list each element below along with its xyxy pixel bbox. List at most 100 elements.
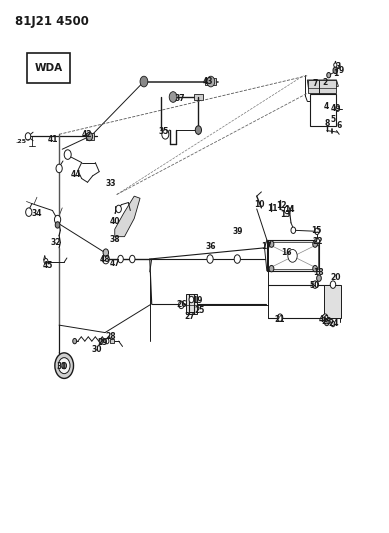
- Text: 12: 12: [277, 201, 287, 210]
- Text: 43: 43: [203, 77, 213, 86]
- Bar: [308, 80, 336, 93]
- Text: 14: 14: [284, 205, 294, 214]
- Circle shape: [288, 249, 297, 262]
- Circle shape: [327, 72, 331, 78]
- Circle shape: [26, 208, 32, 216]
- Text: 39: 39: [233, 227, 243, 236]
- Circle shape: [269, 241, 274, 247]
- Text: 23: 23: [322, 318, 332, 326]
- Circle shape: [334, 63, 337, 67]
- Text: 30: 30: [91, 345, 102, 354]
- Circle shape: [291, 227, 296, 233]
- Text: 2: 2: [322, 78, 328, 86]
- Circle shape: [140, 76, 148, 87]
- Bar: [310, 94, 336, 126]
- Text: 29: 29: [98, 338, 108, 346]
- Text: 15: 15: [312, 226, 322, 235]
- Circle shape: [44, 259, 48, 264]
- Circle shape: [269, 265, 274, 272]
- Circle shape: [317, 275, 321, 281]
- Circle shape: [207, 255, 213, 263]
- Text: 31: 31: [56, 362, 67, 370]
- Circle shape: [99, 338, 103, 344]
- Polygon shape: [307, 80, 338, 88]
- Text: 42: 42: [82, 130, 92, 139]
- Circle shape: [103, 249, 109, 256]
- Circle shape: [25, 133, 31, 140]
- Circle shape: [313, 265, 317, 272]
- Polygon shape: [115, 196, 140, 237]
- Circle shape: [333, 67, 338, 74]
- Circle shape: [324, 319, 329, 326]
- Bar: [267, 240, 319, 271]
- Circle shape: [58, 358, 70, 374]
- Bar: [27, 53, 70, 83]
- Text: 34: 34: [32, 209, 42, 217]
- Text: 16: 16: [281, 248, 291, 256]
- Text: 27: 27: [184, 312, 195, 320]
- Circle shape: [312, 281, 318, 288]
- Text: 38: 38: [110, 236, 121, 244]
- Bar: [186, 294, 197, 314]
- Text: 48: 48: [100, 255, 110, 263]
- Text: 28: 28: [105, 333, 116, 341]
- Bar: [194, 94, 203, 100]
- Text: 45: 45: [43, 261, 53, 270]
- Bar: [311, 95, 334, 112]
- Text: 6: 6: [336, 122, 342, 130]
- Circle shape: [64, 150, 71, 159]
- Text: 25: 25: [194, 306, 204, 314]
- Text: 17: 17: [261, 242, 272, 251]
- Circle shape: [330, 281, 336, 288]
- Text: 40: 40: [110, 217, 120, 226]
- Text: 33: 33: [106, 179, 116, 188]
- Circle shape: [62, 362, 67, 369]
- Text: 22: 22: [312, 238, 322, 246]
- Circle shape: [118, 255, 123, 263]
- Circle shape: [315, 228, 319, 235]
- Circle shape: [195, 126, 202, 134]
- Text: 13: 13: [280, 211, 291, 219]
- Circle shape: [73, 338, 77, 344]
- Circle shape: [336, 106, 340, 111]
- Text: 11: 11: [267, 205, 277, 213]
- Circle shape: [313, 241, 317, 247]
- Circle shape: [105, 338, 109, 344]
- Bar: [86, 133, 94, 140]
- Circle shape: [56, 164, 62, 173]
- Text: 37: 37: [174, 94, 185, 103]
- Text: 19: 19: [193, 296, 203, 305]
- Text: 46: 46: [319, 316, 329, 324]
- Circle shape: [189, 296, 194, 303]
- Circle shape: [331, 321, 335, 327]
- Text: 44: 44: [70, 171, 81, 179]
- Circle shape: [322, 314, 328, 321]
- Text: 21: 21: [274, 316, 284, 324]
- Text: 8: 8: [324, 119, 329, 128]
- Circle shape: [55, 222, 60, 228]
- Text: 1: 1: [333, 69, 338, 78]
- Text: 35: 35: [159, 127, 169, 135]
- Text: .25": .25": [15, 139, 30, 144]
- Text: 10: 10: [255, 200, 265, 208]
- Text: 5: 5: [330, 116, 336, 124]
- Text: 50: 50: [309, 281, 319, 290]
- Text: 32: 32: [51, 238, 61, 247]
- Bar: [311, 110, 335, 120]
- Text: 4: 4: [324, 102, 329, 111]
- Text: 9: 9: [339, 66, 344, 75]
- Text: 41: 41: [48, 135, 58, 144]
- Text: 20: 20: [331, 273, 341, 282]
- Text: 18: 18: [313, 269, 324, 277]
- Circle shape: [207, 76, 215, 87]
- Bar: [268, 242, 318, 269]
- Circle shape: [179, 301, 184, 309]
- Text: 49: 49: [331, 104, 341, 113]
- Circle shape: [284, 206, 290, 214]
- Text: 36: 36: [206, 242, 216, 251]
- Bar: [205, 78, 216, 85]
- Text: WDA: WDA: [35, 63, 63, 73]
- Circle shape: [162, 130, 169, 139]
- Circle shape: [314, 238, 320, 246]
- Text: 3: 3: [335, 62, 340, 70]
